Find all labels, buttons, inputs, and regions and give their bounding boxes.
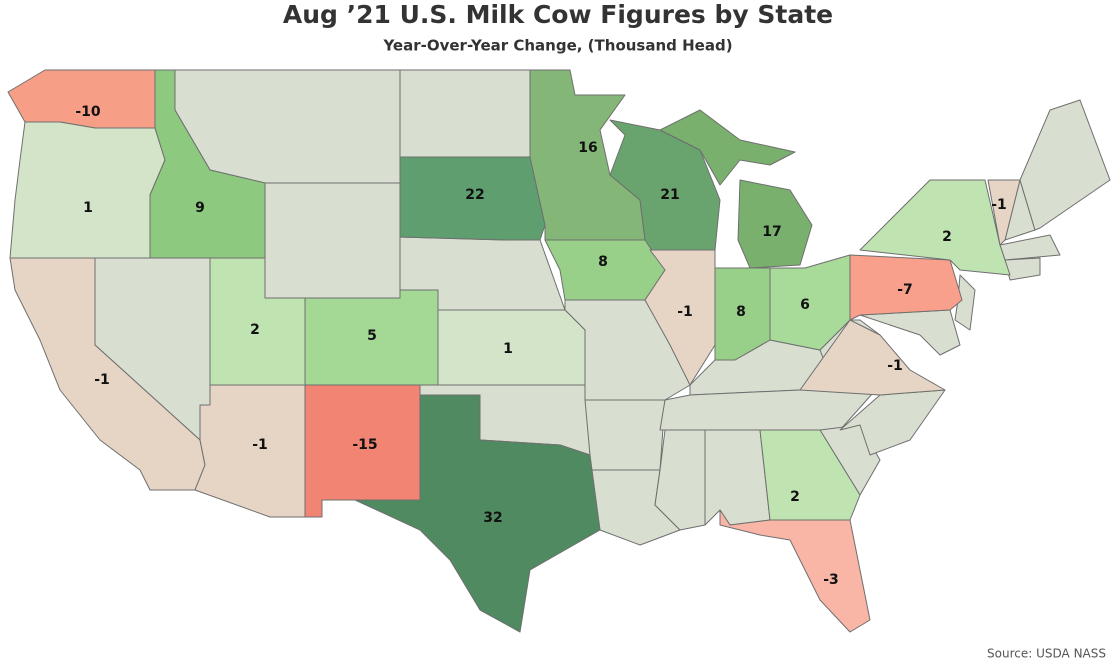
- value-label: 21: [660, 187, 679, 203]
- value-label: 22: [465, 187, 484, 203]
- state-region: [644, 249, 716, 386]
- map-title: Aug ’21 U.S. Milk Cow Figures by State: [283, 0, 833, 29]
- value-label: 5: [367, 328, 377, 344]
- value-label: 2: [790, 489, 800, 505]
- value-label: 6: [800, 297, 810, 313]
- value-label: 9: [195, 200, 205, 216]
- value-label: -1: [991, 197, 1007, 213]
- value-label: 8: [598, 254, 608, 270]
- value-label: 2: [942, 229, 952, 245]
- value-label: -1: [94, 372, 110, 388]
- value-label: 32: [483, 510, 502, 526]
- value-label: 16: [578, 140, 597, 156]
- state-region: [759, 429, 861, 521]
- value-label: -1: [677, 304, 693, 320]
- value-label: 2: [250, 322, 260, 338]
- value-label: 1: [83, 200, 93, 216]
- state: [264, 182, 401, 299]
- states: [7, 69, 1111, 633]
- state-region: [9, 257, 206, 491]
- state-region: [354, 394, 601, 633]
- value-label: 17: [762, 224, 781, 240]
- state: [399, 69, 531, 158]
- state-region: [437, 309, 586, 386]
- state-region: [659, 109, 813, 269]
- value-label: -7: [897, 282, 913, 298]
- state-region: [987, 179, 1021, 246]
- value-label: -3: [823, 572, 839, 588]
- state: [174, 69, 401, 184]
- state-region: [194, 384, 306, 518]
- value-label: 1: [503, 341, 513, 357]
- state: [704, 429, 771, 526]
- value-label: -1: [252, 437, 268, 453]
- state-region: [719, 509, 871, 633]
- value-label: -10: [75, 104, 101, 120]
- value-label: -1: [887, 358, 903, 374]
- state-region: [714, 267, 771, 361]
- state-region: [799, 319, 946, 396]
- state-region: [9, 121, 166, 259]
- state: [1004, 257, 1041, 281]
- value-label: -15: [352, 437, 377, 453]
- map-subtitle: Year-Over-Year Change, (Thousand Head): [382, 37, 732, 55]
- state: [1019, 99, 1111, 231]
- source: Source: USDA NASS: [987, 647, 1106, 661]
- state-region: [544, 239, 666, 301]
- state: [584, 399, 666, 471]
- value-label: 8: [736, 304, 746, 320]
